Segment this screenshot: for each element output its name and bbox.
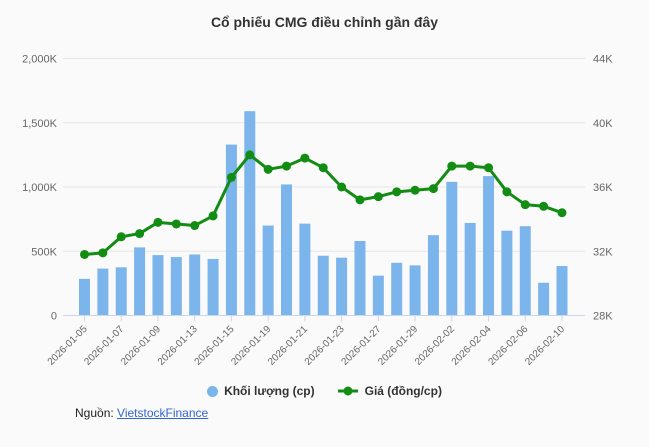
legend-volume-label: Khối lượng (cp) [224,384,315,398]
volume-bar [170,257,182,316]
price-point [428,184,438,194]
x-axis-tick-label: 2026-02-10 [523,324,567,368]
volume-bar [244,111,256,316]
price-point [153,217,163,227]
volume-bar [336,257,348,316]
volume-bar [207,258,219,316]
volume-bar [262,225,274,316]
volume-legend-marker-icon [207,385,219,397]
price-point [245,150,255,160]
price-point [116,232,126,242]
volume-bar [427,235,439,316]
left-axis-tick-label: 1,500K [22,118,58,130]
price-point [226,172,236,182]
left-axis-tick-label: 2,000K [22,54,58,66]
volume-bar [134,247,146,316]
price-point [300,153,310,163]
legend-item-volume[interactable]: Khối lượng (cp) [207,384,315,398]
price-point [263,164,273,174]
legend-item-price[interactable]: Giá (đồng/cp) [337,384,442,398]
volume-bar [281,184,293,316]
chart-svg: 0 500K 1,000K 1,500K 2,000K 28K 32K 36K 40K 44K 20… [22,54,613,368]
volume-bar [299,223,311,316]
price-point [80,249,89,259]
left-axis-tick-label: 500K [31,246,57,258]
volume-bar [556,266,568,316]
volume-bar [483,176,495,316]
volume-bar [97,268,109,316]
volume-bar [538,282,550,316]
chart-plot-area: 0 500K 1,000K 1,500K 2,000K 28K 32K 36K 40K 44K 20… [0,40,649,385]
volume-bar [446,181,458,316]
price-point [484,163,494,173]
source-link[interactable]: VietstockFinance [117,406,209,420]
price-point [447,161,457,171]
price-legend-marker-icon [337,386,358,396]
volume-bar [317,255,329,316]
chart-title: Cổ phiếu CMG điều chỉnh gần đây [210,14,439,30]
price-point [465,161,475,171]
volume-bar [501,230,513,316]
volume-bar [372,275,384,316]
price-point [208,211,218,221]
price-point [190,221,200,231]
volume-bar [409,265,421,316]
volume-bar [115,267,127,316]
price-point [355,195,365,205]
legend-price-label: Giá (đồng/cp) [364,384,442,398]
right-axis-tick-label: 40K [593,118,613,130]
price-point [410,185,420,195]
right-axis-tick-label: 44K [593,54,613,66]
source-label: Nguồn: [75,406,114,420]
volume-bar [391,262,403,316]
volume-bar [189,254,201,316]
volume-bar [79,278,90,316]
price-point [171,219,181,229]
price-point [392,187,402,197]
left-axis-tick-label: 0 [51,311,57,323]
volume-bar [225,144,237,316]
chart-legend: Khối lượng (cp) Giá (đồng/cp) [0,384,649,398]
volume-bar [354,240,366,316]
right-axis-tick-label: 28K [593,311,613,323]
price-point [337,182,347,192]
price-point [557,208,567,218]
price-point [318,163,328,173]
price-point [135,229,145,239]
right-axis-tick-label: 36K [593,182,613,194]
volume-bar [464,222,476,316]
price-point [539,201,549,211]
price-point [282,161,292,171]
source-line: Nguồn: VietstockFinance [75,406,208,420]
price-point [502,187,512,197]
price-point [520,200,530,210]
price-point [373,192,383,202]
left-axis-tick-label: 1,000K [22,182,58,194]
right-axis-tick-label: 32K [593,246,613,258]
volume-bar [519,226,531,316]
volume-bar [152,255,164,316]
price-legend-dot [343,386,353,396]
price-point [98,248,108,258]
